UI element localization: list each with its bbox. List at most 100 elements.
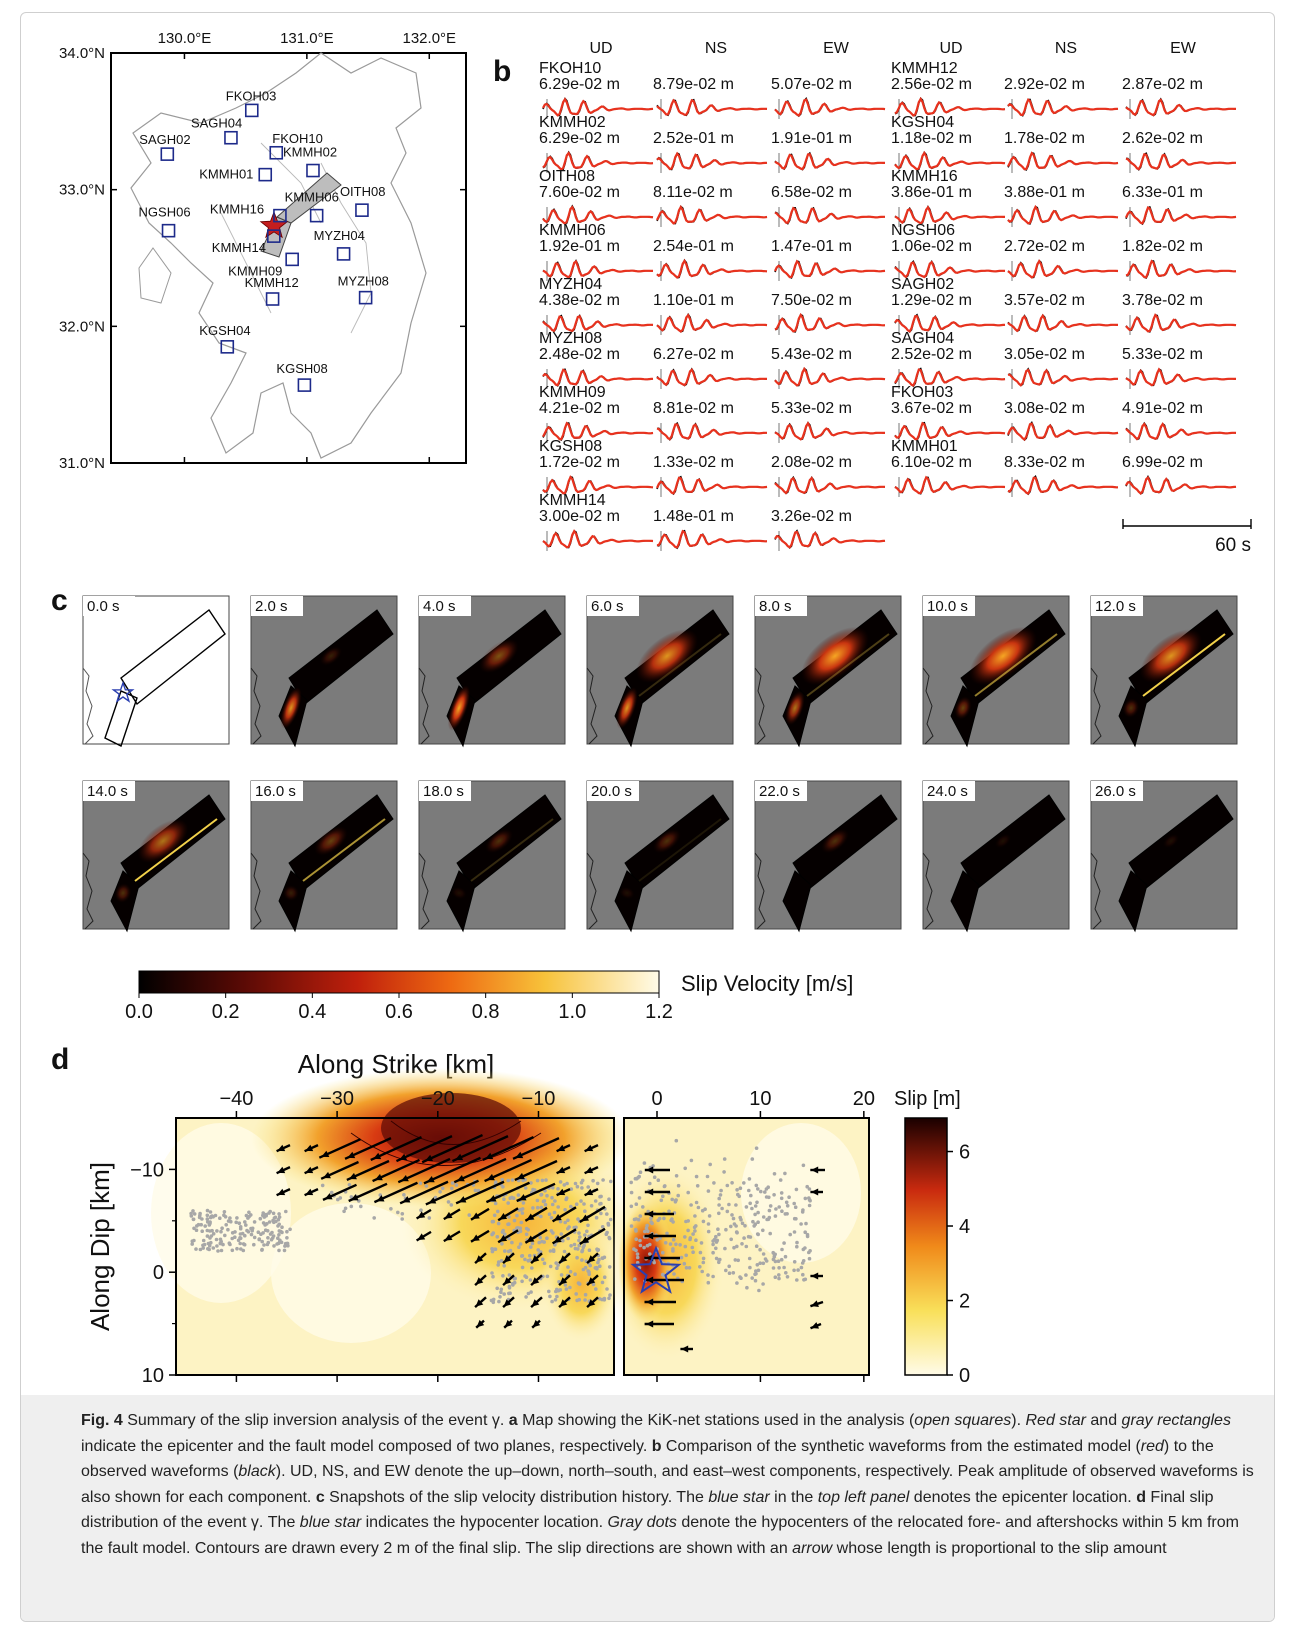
panel-letter-c: c <box>51 584 68 617</box>
aftershock-dot <box>218 1241 223 1246</box>
waveform-trace <box>542 368 654 387</box>
peak-amplitude: 4.21e-02 m <box>539 400 620 417</box>
aftershock-dot <box>277 1212 281 1216</box>
rupture-front <box>638 818 722 882</box>
slip-arrow-head <box>811 1188 819 1196</box>
peak-amplitude: 5.43e-02 m <box>771 346 852 363</box>
aftershock-dot <box>807 1250 811 1255</box>
figure-4: a 130.0°E 131.0°E 132.0°E 34.0°N 33.0°N 32.0°N… <box>20 12 1275 1622</box>
waveform-trace <box>774 259 886 279</box>
aftershock-dot <box>792 1260 797 1264</box>
aftershock-dot <box>803 1277 808 1282</box>
aftershock-dot <box>518 1229 523 1234</box>
station-name: KMMH16 <box>891 168 958 185</box>
aftershock-dot <box>201 1238 206 1243</box>
caption-italic: arrow <box>792 1539 833 1557</box>
slip-arrow-head <box>350 1194 359 1201</box>
slip-velocity-patch <box>114 883 132 903</box>
aftershock-dot <box>244 1213 249 1218</box>
station-name: KMMH06 <box>539 222 606 239</box>
aftershock-dot <box>788 1232 792 1237</box>
aftershock-dot <box>556 1205 560 1209</box>
slip-velocity-patch <box>821 828 849 854</box>
peak-amplitude: 5.33e-02 m <box>1122 346 1203 363</box>
aftershock-dot <box>553 1298 558 1302</box>
aftershock-dot <box>545 1236 549 1240</box>
aftershock-dot <box>343 1206 348 1211</box>
aftershock-dot <box>454 1183 459 1187</box>
aftershock-dot <box>772 1172 777 1176</box>
aftershock-dot <box>692 1225 697 1230</box>
aftershock-dot <box>219 1229 223 1234</box>
waveform-trace <box>894 368 1006 387</box>
y-tick-label: 0 <box>153 1262 164 1284</box>
coastline <box>1090 852 1102 930</box>
waveform-trace <box>774 366 886 387</box>
y-tick-label: 10 <box>142 1365 164 1387</box>
aftershock-dot <box>650 1221 654 1226</box>
snapshot-frame: 20.0 s <box>586 780 734 933</box>
time-label: 16.0 s <box>255 783 296 800</box>
aftershock-dot <box>738 1186 743 1190</box>
slip-arrow-head <box>559 1277 568 1285</box>
slip-arrow-head <box>585 1144 594 1152</box>
station-label: KMMH02 <box>283 145 337 160</box>
aftershock-dot <box>566 1218 570 1223</box>
aftershock-dot <box>734 1224 738 1228</box>
aftershock-dot <box>586 1223 590 1228</box>
slip-velocity-patch <box>616 687 638 729</box>
aftershock-dot <box>223 1233 227 1238</box>
slip-arrow-head <box>485 1152 494 1160</box>
aftershock-dot <box>569 1187 574 1191</box>
aftershock-dot <box>596 1260 600 1265</box>
caption-letter: d <box>1136 1488 1146 1506</box>
slip-velocity-patch <box>280 687 302 729</box>
aftershock-dot <box>795 1278 799 1282</box>
component-header: UD <box>589 40 612 57</box>
coastline <box>82 667 94 745</box>
aftershock-dot <box>757 1288 761 1293</box>
fault-plane-south <box>446 870 476 933</box>
aftershock-dot <box>577 1243 581 1248</box>
aftershock-dot <box>759 1189 763 1194</box>
x-tick-label: −20 <box>421 1088 455 1110</box>
aftershock-dot <box>563 1283 568 1287</box>
station-marker <box>220 340 235 354</box>
station-marker <box>161 223 176 238</box>
aftershock-dot <box>427 1216 432 1220</box>
peak-amplitude: 3.78e-02 m <box>1122 292 1203 309</box>
aftershock-dot <box>738 1275 742 1279</box>
aftershock-dot <box>535 1198 540 1203</box>
slip-arrow-head <box>557 1166 566 1174</box>
aftershock-dot <box>550 1195 554 1200</box>
aftershock-dot <box>219 1248 224 1253</box>
station-label: FKOH10 <box>272 131 323 146</box>
aftershock-dot <box>670 1217 674 1221</box>
slip-arrow-head <box>516 1172 525 1180</box>
slip-arrow-head <box>646 1298 654 1306</box>
aftershock-dot <box>271 1211 276 1216</box>
rupture-front <box>974 633 1058 697</box>
aftershock-dot <box>202 1242 207 1247</box>
peak-amplitude: 2.62e-02 m <box>1122 130 1203 147</box>
aftershock-dot <box>566 1236 570 1241</box>
aftershock-dot <box>606 1221 610 1226</box>
aftershock-dot <box>629 1190 634 1195</box>
slip-arrow-head <box>503 1277 512 1285</box>
aftershock-dot <box>450 1181 455 1185</box>
caption-text: indicate the epicenter and the fault mod… <box>81 1437 652 1455</box>
aftershock-dot <box>495 1286 500 1291</box>
slip-arrow-head <box>526 1213 535 1221</box>
aftershock-dot <box>753 1204 758 1208</box>
station-name: KMMH02 <box>539 114 606 131</box>
aftershock-dot <box>643 1229 647 1234</box>
aftershock-dot <box>539 1205 544 1210</box>
aftershock-dot <box>633 1277 637 1281</box>
colorbar-slip <box>904 1117 948 1376</box>
aftershock-dot <box>396 1210 400 1215</box>
aftershock-dot <box>699 1241 704 1245</box>
time-label-box <box>587 596 639 616</box>
snapshot-frame: 16.0 s <box>250 780 398 933</box>
aftershock-dot <box>756 1220 760 1224</box>
aftershock-dot <box>562 1183 567 1187</box>
